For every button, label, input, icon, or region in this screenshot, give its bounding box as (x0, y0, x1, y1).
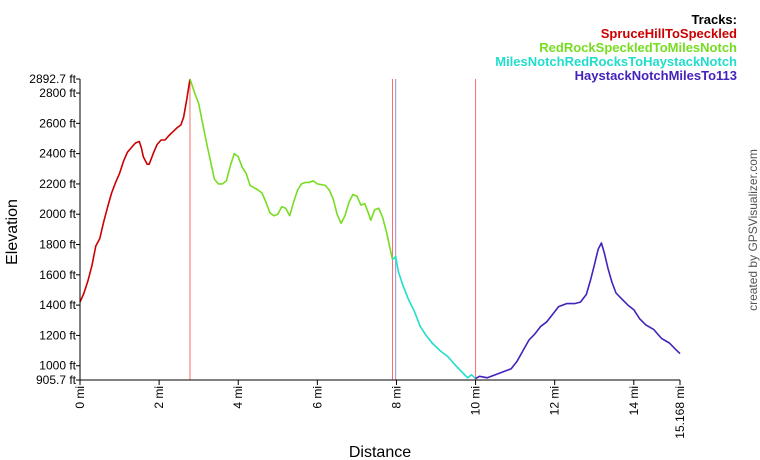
y-tick-label: 2892.7 ft (29, 72, 76, 86)
credit-label: created by GPSVisualizer.com (746, 149, 760, 311)
legend-entry-2: RedRockSpeckledToMilesNotch (539, 40, 737, 55)
x-tick-label: 4 mi (231, 386, 245, 409)
y-tick-label: 2200 ft (39, 177, 76, 191)
y-tick-label: 1600 ft (39, 268, 76, 282)
y-tick-label: 1400 ft (39, 298, 76, 312)
x-tick-label: 14 mi (627, 386, 641, 415)
y-tick-label: 2800 ft (39, 86, 76, 100)
legend-entry-3: MilesNotchRedRocksToHaystackNotch (495, 54, 737, 69)
y-axis-title: Elevation (4, 199, 21, 265)
legend-entry-1: SpruceHillToSpeckled (601, 26, 737, 41)
x-tick-label: 15.168 mi (673, 386, 687, 439)
y-tick-label: 2400 ft (39, 147, 76, 161)
y-tick-label: 2600 ft (39, 116, 76, 130)
legend: Tracks: SpruceHillToSpeckledRedRockSpeck… (495, 12, 737, 83)
series-line-3 (391, 255, 477, 380)
y-tick-label: 1200 ft (39, 328, 76, 342)
legend-entry-4: HaystackNotchMilesTo113 (575, 68, 737, 83)
x-tick-label: 2 mi (152, 386, 166, 409)
series-line-2 (189, 78, 394, 260)
x-tick-label: 0 mi (73, 386, 87, 409)
x-tick-label: 10 mi (469, 386, 483, 415)
series-line-1 (79, 78, 191, 303)
track-boundaries (189, 79, 477, 380)
y-tick-label: 1800 ft (39, 238, 76, 252)
x-tick-label: 12 mi (548, 386, 562, 415)
y-tick-label: 1000 ft (39, 359, 76, 373)
legend-title: Tracks: (691, 12, 737, 27)
y-tick-label: 905.7 ft (36, 373, 77, 387)
series-lines (79, 78, 681, 380)
x-axis-title: Distance (349, 444, 411, 460)
x-tick-label: 6 mi (310, 386, 324, 409)
axes (79, 79, 680, 381)
x-tick-label: 8 mi (389, 386, 403, 409)
series-line-4 (475, 242, 681, 380)
y-tick-label: 2000 ft (39, 207, 76, 221)
